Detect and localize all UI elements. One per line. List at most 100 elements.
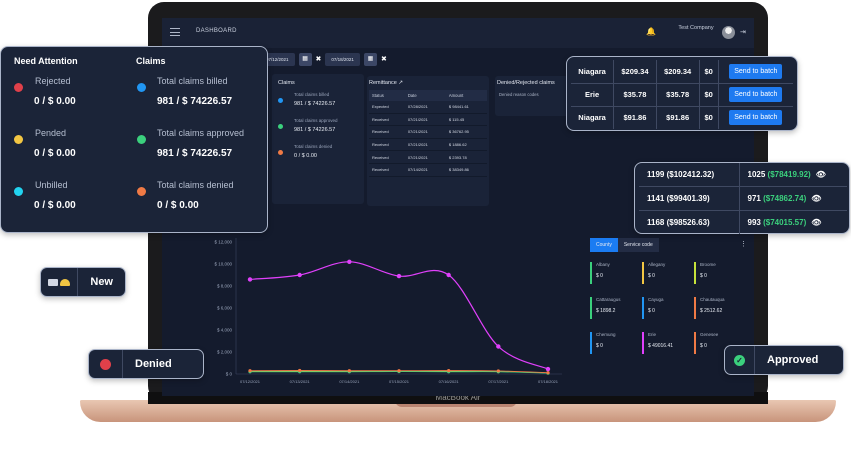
approved-total-cell: 971 ($74862.74) 👁 <box>739 186 847 211</box>
status-dot <box>14 187 23 196</box>
unbilled-value: 0 / $ 0.00 <box>34 200 76 211</box>
series-0-point[interactable] <box>247 277 253 282</box>
approved-pill-icon: ✓ <box>725 346 755 374</box>
county-item[interactable]: Genesee $ 0 <box>694 332 746 358</box>
county-color-bar <box>590 297 592 319</box>
series-1-point[interactable] <box>347 369 351 373</box>
remittance-title[interactable]: Remittance ↗ <box>367 76 489 90</box>
batch-card: Niagara $209.34 $209.34 $0 Send to batch Erie… <box>566 56 798 131</box>
status-cell: Received <box>369 125 405 139</box>
county-value: $ 0 <box>700 343 707 349</box>
county-item[interactable]: Albany $ 0 <box>590 262 642 288</box>
date-cell: 07/21/2021 <box>404 138 446 152</box>
batch-table: Niagara $209.34 $209.34 $0 Send to batch Erie… <box>571 60 793 129</box>
county-item[interactable]: Cattaraugus $ 1898.2 <box>590 297 642 323</box>
claims-title: Claims <box>136 56 166 66</box>
county-item[interactable]: Chautauqua $ 2512.62 <box>694 297 746 323</box>
tab-county[interactable]: County <box>590 238 618 252</box>
top-bar: DASHBOARD 🔔 Test Company ⇥ <box>162 18 754 48</box>
approved-total-cell: 993 ($74015.57) 👁 <box>739 210 847 234</box>
x-tick-label: 07/17/2021 <box>488 379 509 384</box>
rejected-label: Rejected <box>35 76 71 86</box>
denied-reason-codes: Denied reason codes <box>499 92 539 97</box>
pended-value: 0 / $ 0.00 <box>34 148 76 159</box>
table-row[interactable]: Received 07/21/2021 $ 36762.95 <box>369 125 487 139</box>
amount-cell: $ 115.45 <box>445 113 487 127</box>
external-link-icon[interactable]: ↗ <box>398 80 403 86</box>
series-0-point[interactable] <box>297 272 302 278</box>
date-cell: 07/21/2021 <box>404 150 446 164</box>
calendar-icon[interactable]: ▦ <box>363 52 377 66</box>
series-0-point[interactable] <box>396 273 402 279</box>
action-cell: Send to batch <box>718 60 793 84</box>
county-item[interactable]: Erie $ 49016.41 <box>642 332 694 358</box>
series-0-point[interactable] <box>446 272 451 278</box>
county-color-bar <box>694 262 696 284</box>
new-pill[interactable]: New <box>40 267 126 297</box>
county-name: Genesee <box>700 332 719 337</box>
table-row[interactable]: Received 07/21/2021 $ 1886.62 <box>369 138 487 152</box>
county-item[interactable]: Cayuga $ 0 <box>642 297 694 323</box>
claims-billed-value: 981 / $ 74226.57 <box>294 101 336 107</box>
series-0-point[interactable] <box>545 366 551 372</box>
totals-table: 1199 ($102412.32) 1025 ($78419.92) 👁 1141 (… <box>639 163 847 234</box>
hamburger-menu-icon[interactable] <box>170 28 180 36</box>
series-1-point[interactable] <box>496 369 500 373</box>
tab-service-code[interactable]: Service code <box>617 238 659 252</box>
county-item[interactable]: Allegany $ 0 <box>642 262 694 288</box>
calendar-icon[interactable]: ▦ <box>298 52 312 66</box>
clear-start-date-icon[interactable]: ✖ <box>315 56 322 63</box>
series-1-point[interactable] <box>447 368 451 373</box>
approved-pill[interactable]: ✓ Approved <box>724 345 844 375</box>
series-1-point[interactable] <box>248 369 252 373</box>
series-1-point[interactable] <box>397 369 401 373</box>
avatar[interactable] <box>722 26 735 39</box>
y-tick-label: $ 2,000 <box>217 350 233 355</box>
eye-icon[interactable]: 👁 <box>811 193 822 203</box>
send-to-batch-button[interactable]: Send to batch <box>729 63 783 79</box>
more-options-icon[interactable]: ⋮ <box>740 241 747 248</box>
remittance-panel: Remittance ↗ Status Date Amount Expected… <box>367 76 489 206</box>
eye-icon[interactable]: 👁 <box>811 217 822 227</box>
batch-row: Niagara $209.34 $209.34 $0 Send to batch <box>571 60 793 84</box>
date-cell: 07/21/2021 <box>404 125 446 139</box>
claims-line-chart: $ 0 $ 2,000 $ 4,000 $ 6,000 $ 8,000 $ 10,000 $… <box>214 238 562 384</box>
send-to-batch-button[interactable]: Send to batch <box>729 87 783 102</box>
county-name: Broome <box>700 262 716 267</box>
claims-billed-label: Total claims billed <box>294 92 330 97</box>
county-value: $ 2512.62 <box>700 308 723 314</box>
series-1-point[interactable] <box>546 371 550 375</box>
column-header: Status <box>369 90 405 101</box>
end-date-input[interactable]: 07/18/2021 <box>325 52 360 66</box>
user-name[interactable]: Test Company <box>678 25 714 31</box>
county-cell: Niagara <box>571 60 615 84</box>
eye-icon[interactable]: 👁 <box>815 170 826 179</box>
remittance-rows: Expected 07/28/2021 $ 98441.61 Received 07/2… <box>369 101 487 177</box>
county-value: $ 49016.41 <box>648 343 674 349</box>
logout-icon[interactable]: ⇥ <box>740 29 746 36</box>
county-item[interactable]: Broome $ 0 <box>694 262 746 288</box>
approved-count: 1025 <box>747 170 766 179</box>
county-item[interactable]: Chemung $ 0 <box>590 332 642 358</box>
device-label: MacBook Air <box>435 393 481 402</box>
series-0-point[interactable] <box>496 344 501 349</box>
bell-icon[interactable]: 🔔 <box>646 27 656 36</box>
county-cell: Niagara <box>571 106 615 129</box>
clear-end-date-icon[interactable]: ✖ <box>380 56 387 63</box>
county-color-bar <box>642 332 644 354</box>
table-row[interactable]: Received 07/14/2021 $ 38349.86 <box>369 163 487 177</box>
amount-cell: $0 <box>699 106 719 129</box>
amount-cell: $ 98441.61 <box>445 101 487 114</box>
denied-pill[interactable]: Denied <box>88 349 204 379</box>
amount-cell: $91.86 <box>613 106 657 129</box>
send-to-batch-button[interactable]: Send to batch <box>729 110 783 126</box>
series-1-point[interactable] <box>298 368 302 373</box>
page-title: DASHBOARD <box>196 28 237 34</box>
hand-stop-icon <box>100 358 111 370</box>
table-row[interactable]: Expected 07/28/2021 $ 98441.61 <box>369 101 487 114</box>
series-0-point[interactable] <box>347 259 352 264</box>
table-row[interactable]: Received 07/21/2021 $ 2393.78 <box>369 150 487 164</box>
approved-label: Approved <box>767 354 819 366</box>
start-date-input[interactable]: 07/12/2021 <box>260 52 295 66</box>
table-row[interactable]: Received 07/21/2021 $ 115.45 <box>369 113 487 127</box>
